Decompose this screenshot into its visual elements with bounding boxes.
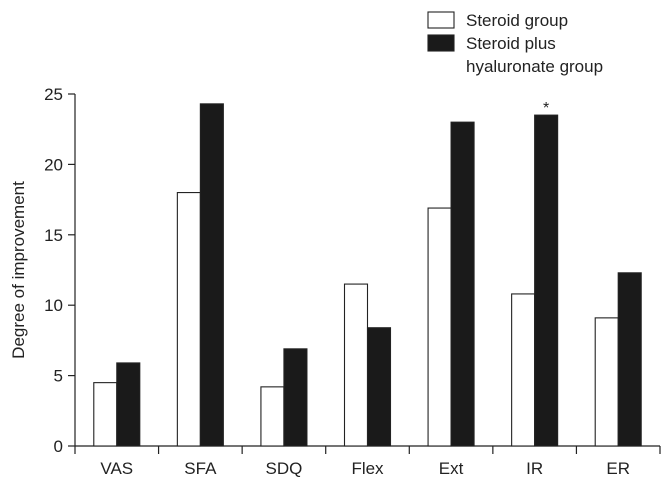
legend-label-1: Steroid group: [466, 11, 568, 30]
x-tick-label-ext: Ext: [439, 459, 464, 477]
y-tick-label: 0: [54, 437, 63, 456]
bar-sdq-series-2: [283, 348, 308, 447]
bar-ext-series-2: [450, 121, 475, 447]
x-tick-label-sfa: SFA: [184, 459, 217, 477]
y-tick-label: 25: [44, 85, 63, 104]
legend-label-2: Steroid plus: [466, 34, 556, 53]
legend-swatch-1: [427, 11, 455, 29]
x-tick-label-er: ER: [606, 459, 630, 477]
bar-sfa-series-1: [176, 192, 201, 447]
bar-vas-series-2: [116, 362, 141, 447]
x-tick-label-vas: VAS: [100, 459, 133, 477]
bar-sfa-series-2: [199, 103, 224, 447]
legend: Steroid group Steroid plus hyaluronate gro…: [427, 11, 603, 76]
bar-sdq-series-1: [260, 386, 285, 447]
y-tick-label: 10: [44, 296, 63, 315]
significance-marker: *: [543, 100, 549, 117]
bar-vas-series-1: [93, 382, 118, 447]
bar-ir-series-2: [534, 114, 559, 447]
legend-label-2: hyaluronate group: [466, 57, 603, 76]
y-axis: 0 5 10 15 20 25: [44, 85, 76, 456]
bar-ir-series-1: [511, 293, 536, 447]
legend-swatch-2: [427, 34, 455, 52]
y-tick-label: 20: [44, 155, 63, 174]
bar-flex-series-1: [343, 283, 369, 447]
y-axis-title: Degree of improvement: [9, 181, 28, 359]
bars: [93, 103, 642, 447]
x-tick-label-flex: Flex: [351, 459, 384, 477]
annotations: *: [543, 100, 549, 117]
y-tick-label: 5: [54, 367, 63, 386]
bar-flex-series-2: [366, 327, 392, 447]
x-axis: VAS SFA SDQ Flex Ext IR ER: [74, 445, 661, 477]
y-tick-label: 15: [44, 226, 63, 245]
bar-ext-series-1: [427, 207, 452, 447]
x-tick-label-ir: IR: [526, 459, 543, 477]
bar-er-series-2: [617, 272, 642, 447]
bar-er-series-1: [594, 317, 619, 447]
x-tick-label-sdq: SDQ: [266, 459, 303, 477]
